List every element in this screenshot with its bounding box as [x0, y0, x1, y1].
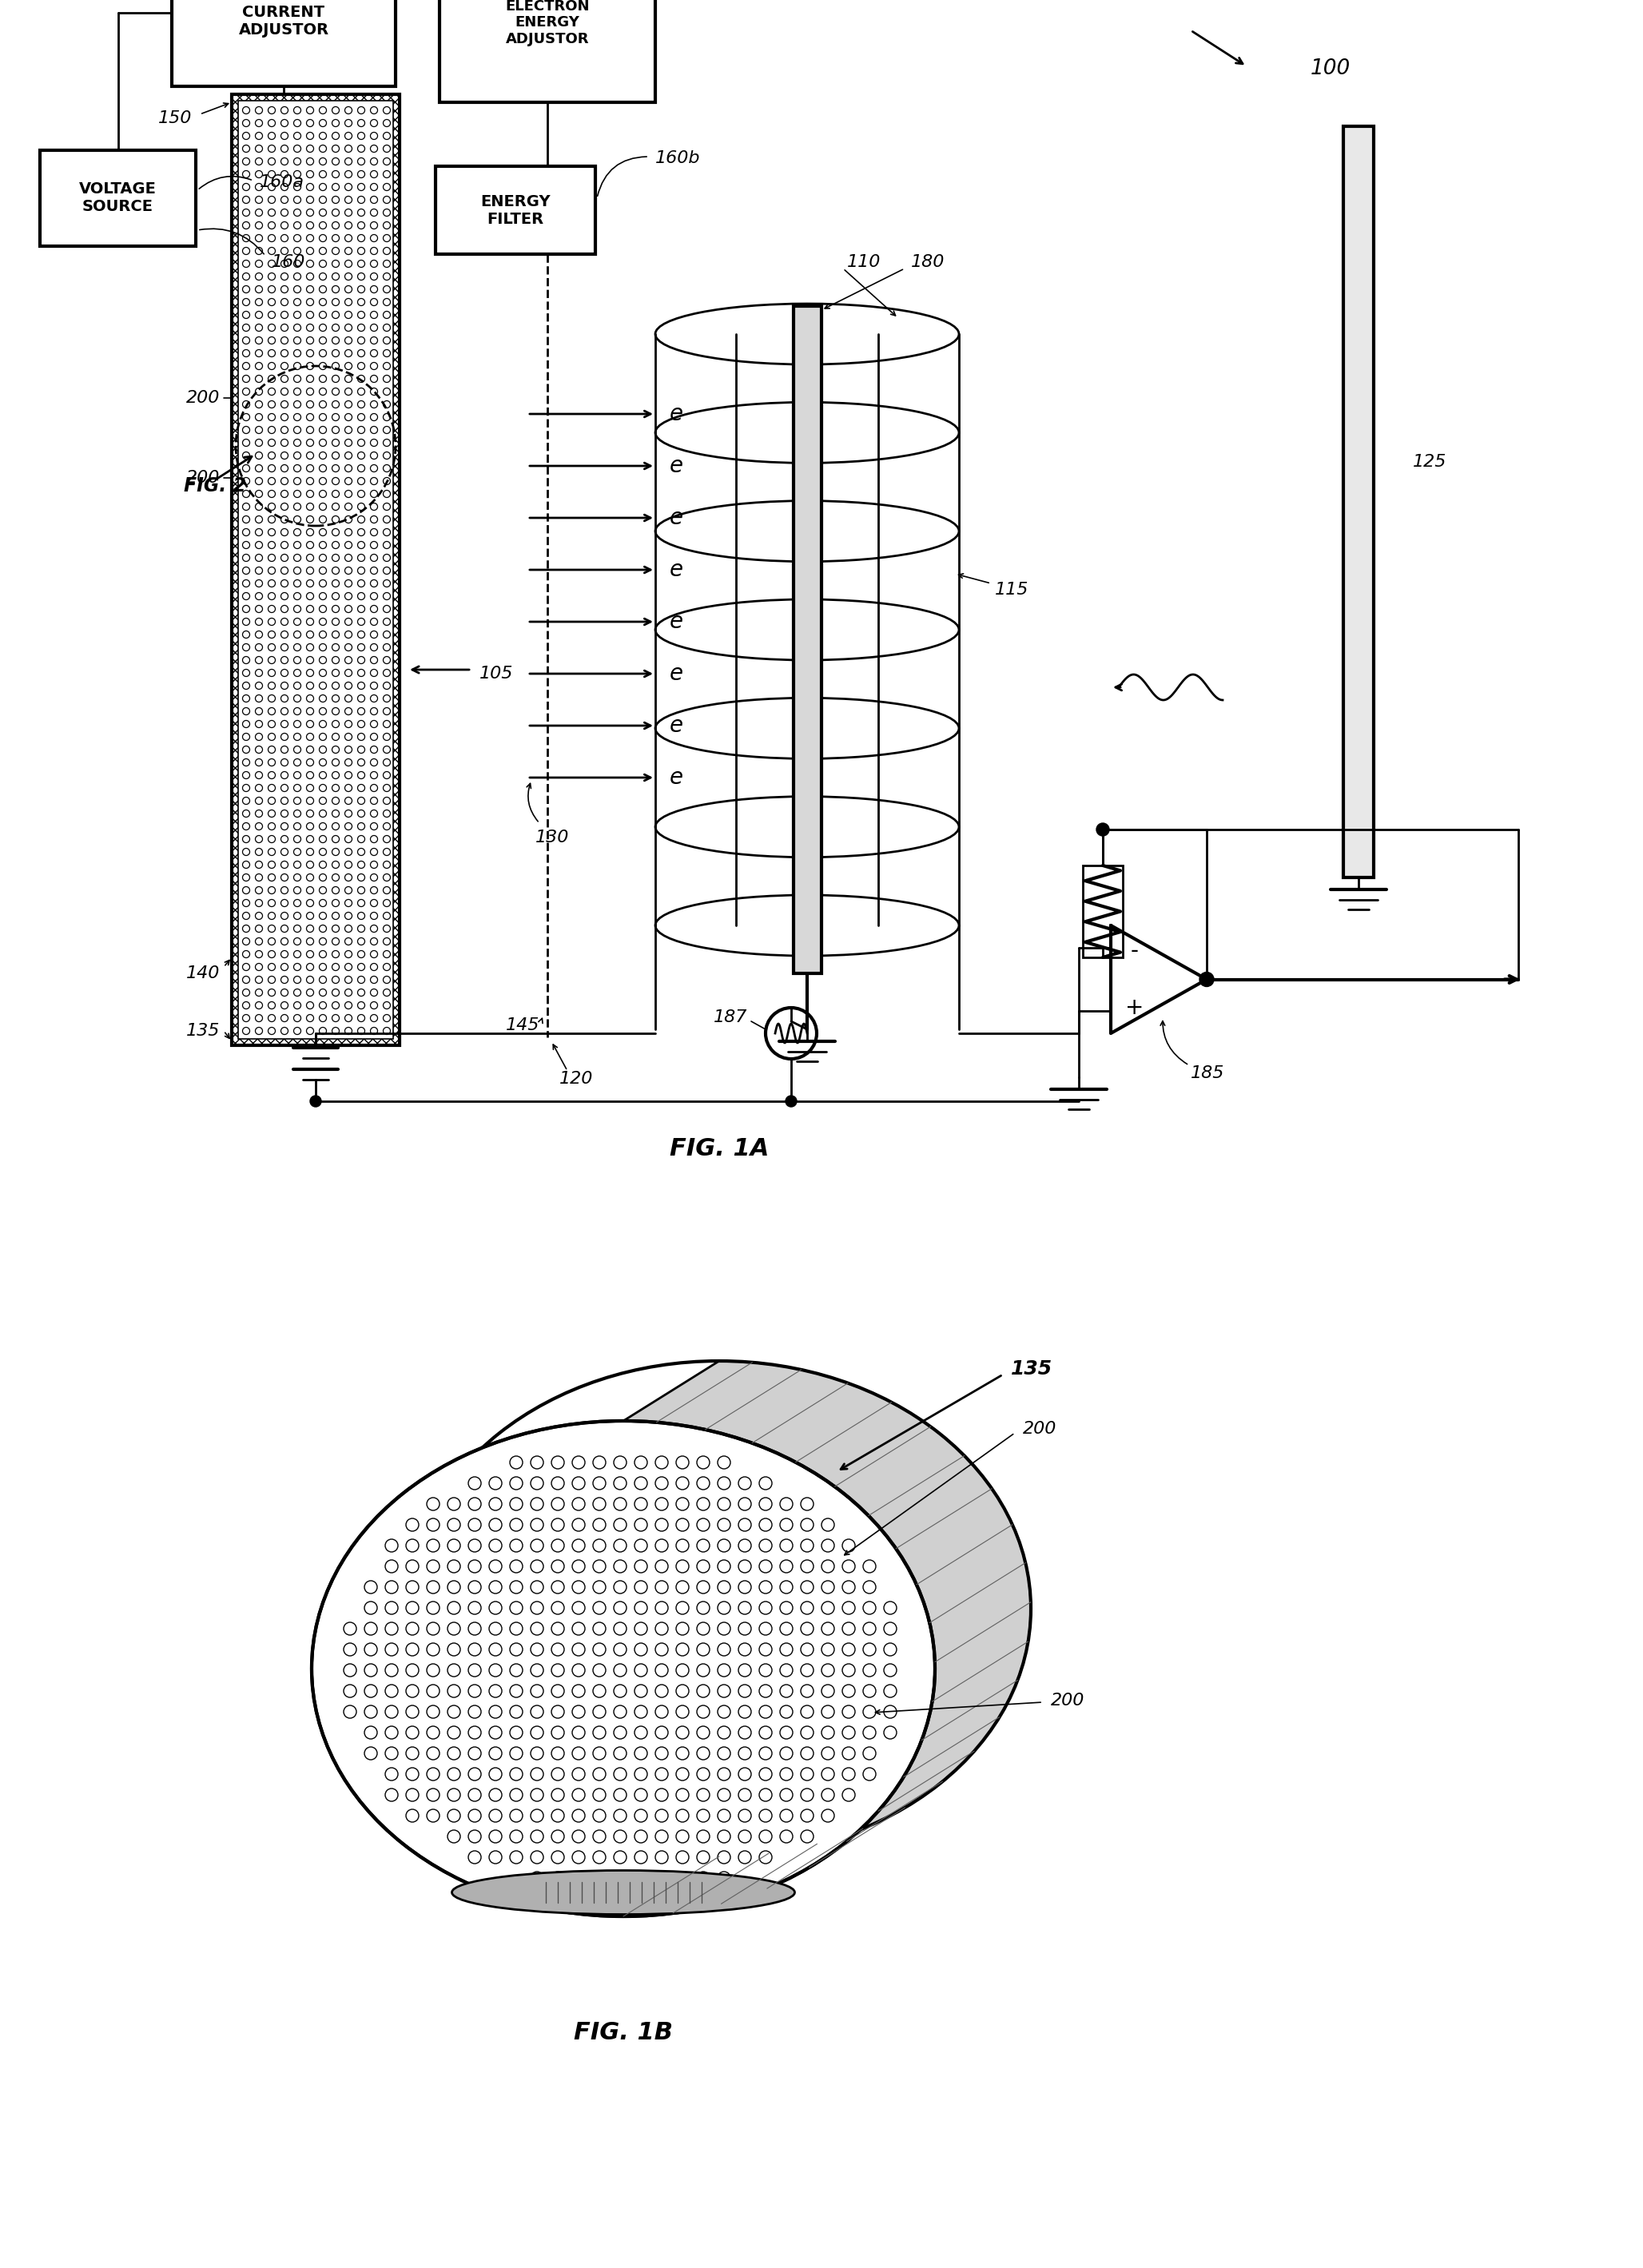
- Text: 160b: 160b: [656, 150, 700, 166]
- Text: 185: 185: [1191, 1066, 1224, 1082]
- Text: 135: 135: [1010, 1359, 1053, 1379]
- Bar: [440, 0, 656, 102]
- Text: FIG. 2: FIG. 2: [184, 476, 246, 494]
- Text: 130: 130: [536, 830, 568, 846]
- Text: 200: 200: [186, 469, 220, 485]
- Text: e: e: [670, 506, 683, 528]
- Circle shape: [1199, 973, 1214, 987]
- Text: ENERGY
FILTER: ENERGY FILTER: [480, 193, 550, 227]
- Circle shape: [311, 1095, 322, 1107]
- Text: e: e: [670, 662, 683, 685]
- Text: 100: 100: [1311, 59, 1351, 79]
- Polygon shape: [623, 1361, 1030, 1916]
- Bar: [794, 306, 822, 973]
- Text: -: -: [1130, 939, 1139, 962]
- Text: 105: 105: [480, 667, 513, 683]
- Text: 180: 180: [910, 254, 945, 270]
- Circle shape: [785, 1095, 797, 1107]
- Text: 145: 145: [506, 1018, 539, 1034]
- Text: 200: 200: [186, 390, 220, 406]
- Ellipse shape: [312, 1420, 935, 1916]
- Text: FIG. 1A: FIG. 1A: [669, 1139, 769, 1161]
- Text: 125: 125: [1413, 454, 1447, 469]
- Bar: [232, 95, 399, 1046]
- Bar: [39, 150, 196, 247]
- Text: 160a: 160a: [260, 175, 304, 191]
- Text: 200: 200: [1024, 1420, 1056, 1438]
- Text: e: e: [670, 610, 683, 633]
- Circle shape: [1096, 823, 1109, 837]
- Text: 120: 120: [559, 1070, 593, 1086]
- Text: e: e: [670, 714, 683, 737]
- Bar: [238, 100, 393, 1039]
- Text: 135: 135: [186, 1023, 220, 1039]
- Bar: [435, 166, 595, 254]
- Text: e: e: [670, 767, 683, 789]
- Text: FIG. 1B: FIG. 1B: [573, 2021, 674, 2043]
- Text: 140: 140: [186, 966, 220, 982]
- Text: 187: 187: [713, 1009, 748, 1025]
- Text: 115: 115: [996, 583, 1029, 599]
- Text: e: e: [670, 404, 683, 424]
- Text: 150: 150: [158, 111, 192, 127]
- Bar: [173, 0, 396, 86]
- Text: ANODE BIAS/
ELECTRON
ENERGY
ADJUSTOR: ANODE BIAS/ ELECTRON ENERGY ADJUSTOR: [495, 0, 600, 48]
- Text: 160: 160: [271, 254, 306, 270]
- Text: VOLTAGE
SOURCE: VOLTAGE SOURCE: [79, 181, 156, 215]
- Text: 200: 200: [1052, 1692, 1084, 1708]
- Text: ELECTRON
CURRENT
ADJUSTOR: ELECTRON CURRENT ADJUSTOR: [238, 0, 330, 39]
- Text: e: e: [670, 454, 683, 476]
- Text: +: +: [1125, 996, 1144, 1018]
- Text: e: e: [670, 558, 683, 581]
- Text: 110: 110: [848, 254, 881, 270]
- Bar: [1083, 866, 1122, 957]
- Bar: [1344, 127, 1374, 878]
- Ellipse shape: [452, 1871, 795, 1914]
